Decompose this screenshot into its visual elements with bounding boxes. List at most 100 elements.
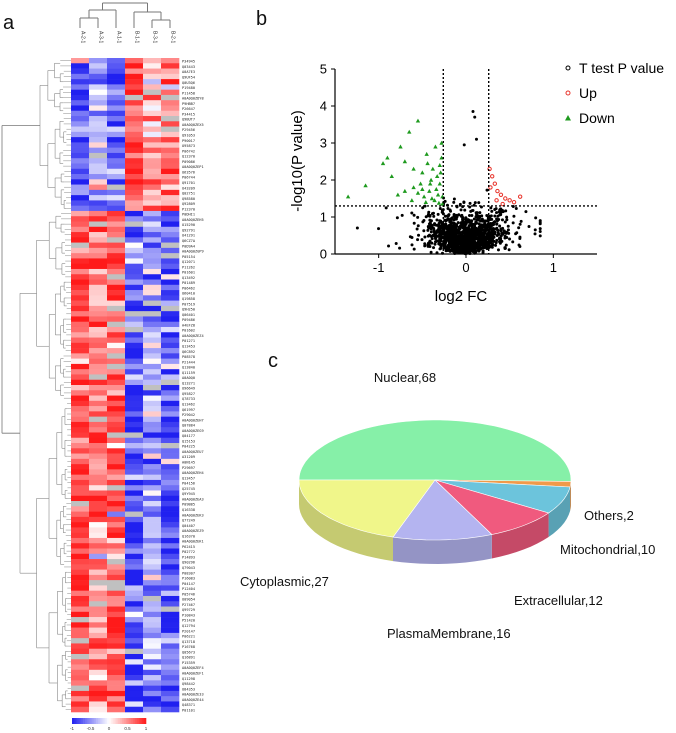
heatmap-cell — [107, 232, 126, 238]
heatmap-cell — [89, 226, 108, 233]
color-scale-swatch — [116, 718, 119, 724]
pie-slice-cytoplasmic — [298, 479, 436, 538]
heatmap-cell — [71, 363, 90, 370]
heatmap-cell — [89, 295, 108, 301]
heatmap-cell — [161, 258, 180, 264]
row-label: P11262 — [182, 265, 195, 269]
heatmap-cell — [125, 585, 144, 591]
heatmap-cell — [71, 421, 90, 428]
volcano-point-ns — [410, 211, 414, 215]
volcano-point-ns — [500, 231, 504, 235]
heatmap-cell — [107, 701, 126, 708]
row-label: Q05673 — [182, 650, 195, 654]
heatmap-cell — [107, 205, 126, 212]
heatmap-cell — [125, 242, 144, 249]
color-scale-swatch — [105, 718, 108, 724]
row-label: A0A0Q0ZEF4 — [182, 666, 204, 670]
color-scale-swatch — [109, 718, 112, 724]
heatmap-cell — [107, 479, 126, 486]
volcano-point-down — [411, 185, 416, 190]
heatmap-cell — [89, 290, 108, 296]
heatmap-cell — [107, 643, 126, 650]
volcano-point-ns — [457, 213, 461, 217]
volcano-point-ns — [481, 249, 485, 253]
volcano-point-ns — [377, 227, 381, 231]
heatmap-cell — [161, 158, 180, 164]
row-label: A4EFZ8 — [182, 323, 195, 327]
heatmap-cell — [89, 574, 108, 581]
volcano-point-ns — [469, 240, 473, 244]
heatmap-cell — [143, 458, 162, 465]
heatmap-cell — [143, 311, 162, 317]
heatmap-cell — [89, 221, 108, 228]
heatmap-cell — [125, 390, 144, 396]
heatmap-cell — [143, 643, 162, 650]
volcano-point-ns — [495, 227, 499, 231]
color-scale-swatch — [142, 718, 145, 724]
volcano-point-ns — [427, 233, 431, 237]
volcano-point-ns — [489, 227, 493, 231]
row-label: O84353 — [182, 687, 195, 691]
heatmap-cell — [143, 179, 162, 185]
volcano-point-ns — [426, 224, 430, 228]
heatmap-cell — [125, 421, 144, 428]
volcano-point-ns — [430, 241, 434, 245]
volcano-point-ns — [483, 244, 487, 248]
volcano-point-ns — [484, 236, 488, 240]
heatmap-cell — [161, 89, 180, 96]
volcano-point-ns — [507, 231, 511, 235]
heatmap-cell — [89, 348, 108, 354]
heatmap-cell — [161, 374, 180, 381]
heatmap-cell — [125, 379, 144, 386]
heatmap-cell — [161, 142, 180, 148]
heatmap-cell — [71, 263, 90, 270]
heatmap-cell — [125, 400, 144, 407]
heatmap-cell — [71, 601, 90, 607]
volcano-point-ns — [473, 201, 477, 205]
volcano-point-ns — [472, 203, 476, 207]
volcano-point-ns — [496, 248, 500, 252]
volcano-point-ns — [504, 243, 508, 247]
row-label: P01101 — [182, 708, 195, 712]
heatmap-cell — [125, 601, 144, 607]
heatmap-cell — [143, 411, 162, 417]
heatmap-cell — [107, 295, 126, 301]
volcano-point-down — [395, 192, 401, 197]
color-scale-swatch — [129, 718, 132, 724]
heatmap-cell — [161, 669, 180, 676]
heatmap-cell — [125, 258, 144, 264]
heatmap-cell — [125, 163, 144, 170]
heatmap-cell — [89, 559, 108, 565]
heatmap-cell — [107, 685, 126, 692]
volcano-point-down — [429, 196, 435, 201]
heatmap-cell — [89, 279, 108, 286]
heatmap-cell — [161, 295, 180, 301]
heatmap-cell — [125, 332, 144, 338]
row-label: Q07884 — [182, 424, 195, 428]
heatmap-cell — [71, 653, 90, 660]
heatmap-cell — [161, 606, 180, 613]
volcano-point-ns — [398, 246, 402, 250]
heatmap-cell — [125, 685, 144, 692]
heatmap-cell — [71, 326, 90, 333]
heatmap-cell — [107, 669, 126, 676]
volcano-point-ns — [450, 237, 454, 241]
volcano-point-ns — [498, 224, 502, 228]
row-label: P29042 — [182, 413, 195, 417]
heatmap-cell — [89, 400, 108, 407]
heatmap-cell — [71, 385, 90, 391]
heatmap-cell — [89, 200, 108, 206]
volcano-point-ns — [478, 242, 482, 246]
volcano-point-ns — [477, 201, 481, 205]
heatmap-cell — [107, 290, 126, 296]
pie-slice-plasmamembrane — [392, 479, 493, 541]
heatmap-cell — [71, 158, 90, 164]
heatmap-cell — [107, 247, 126, 254]
heatmap-cell — [143, 58, 162, 64]
heatmap-cell — [89, 543, 108, 549]
volcano-point-ns — [493, 214, 497, 218]
heatmap-cell — [89, 332, 108, 338]
heatmap-cell — [125, 427, 144, 433]
heatmap-cell — [71, 274, 90, 280]
heatmap-cell — [89, 311, 108, 317]
